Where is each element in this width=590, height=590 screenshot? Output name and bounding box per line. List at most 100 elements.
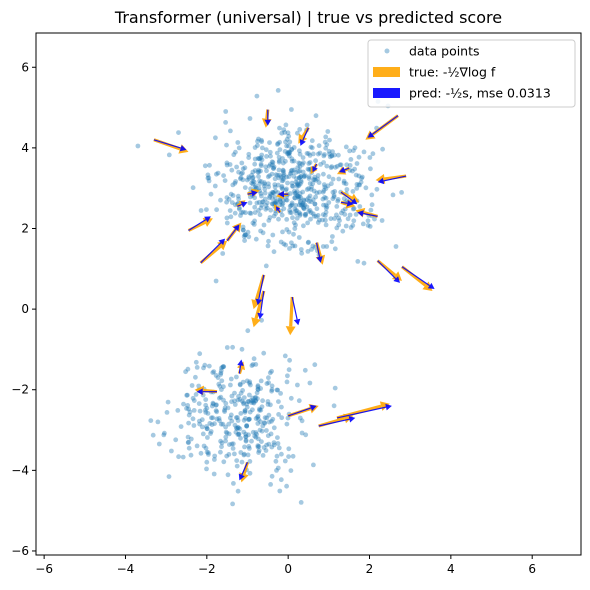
data-point <box>321 202 326 208</box>
true-score-arrow <box>251 290 266 328</box>
data-point <box>306 174 312 180</box>
data-point <box>214 402 219 408</box>
data-point <box>265 433 271 439</box>
data-point <box>232 210 238 216</box>
data-point <box>204 459 210 465</box>
data-point <box>216 381 222 387</box>
data-point <box>301 197 307 203</box>
data-point <box>221 364 227 370</box>
data-point <box>245 328 251 334</box>
data-point <box>284 186 289 192</box>
data-point <box>329 164 335 170</box>
data-point <box>305 240 311 246</box>
data-point <box>228 382 233 388</box>
data-point <box>235 140 241 145</box>
data-point <box>321 160 326 165</box>
data-point <box>253 362 259 367</box>
data-point <box>256 185 262 191</box>
data-point <box>282 353 288 359</box>
data-point <box>372 216 377 222</box>
data-point <box>352 145 358 151</box>
data-point <box>217 395 222 401</box>
data-point <box>252 195 257 201</box>
data-point <box>292 191 298 196</box>
data-point <box>272 184 278 190</box>
data-point <box>321 182 327 188</box>
data-point <box>236 196 242 202</box>
data-point <box>368 166 373 172</box>
data-point <box>268 191 273 197</box>
data-point <box>296 398 302 404</box>
data-point <box>235 418 241 423</box>
data-point <box>212 457 217 462</box>
data-point <box>297 164 303 170</box>
data-point <box>243 232 249 238</box>
data-point <box>228 128 233 134</box>
data-point <box>232 451 237 457</box>
data-point <box>309 247 314 252</box>
data-point <box>323 209 329 215</box>
data-point <box>206 175 212 181</box>
data-point <box>249 400 255 405</box>
data-point <box>232 398 237 404</box>
pred-score-arrow <box>237 201 248 208</box>
data-point <box>218 370 224 376</box>
data-point <box>307 153 313 158</box>
data-point <box>259 157 265 163</box>
data-point <box>252 433 258 439</box>
data-point <box>257 407 262 413</box>
data-point <box>313 214 319 219</box>
data-point <box>271 442 277 448</box>
data-point <box>241 234 247 239</box>
data-point <box>271 213 277 219</box>
data-point <box>227 162 233 167</box>
data-point <box>322 213 328 218</box>
data-point <box>247 416 252 422</box>
data-point <box>315 151 321 157</box>
data-point <box>241 417 247 423</box>
data-point <box>234 463 240 469</box>
data-point <box>306 195 311 201</box>
data-point <box>246 151 252 157</box>
data-point <box>300 202 306 208</box>
data-point <box>257 212 263 218</box>
x-tick-label: 0 <box>284 562 292 576</box>
chart-title: Transformer (universal) | true vs predic… <box>114 8 502 27</box>
data-point <box>253 416 259 421</box>
data-point <box>323 217 328 223</box>
data-point <box>218 368 224 373</box>
data-point <box>181 401 186 407</box>
data-point <box>273 188 278 194</box>
data-point <box>323 202 329 208</box>
data-point <box>255 413 261 419</box>
data-point <box>276 445 282 451</box>
data-point <box>336 152 341 158</box>
data-point <box>288 171 293 177</box>
data-point <box>344 187 350 192</box>
data-point <box>273 200 278 206</box>
data-point <box>262 180 267 186</box>
data-point <box>252 156 258 162</box>
data-point <box>164 410 170 415</box>
data-point <box>354 182 360 187</box>
data-point <box>290 453 296 459</box>
data-point <box>327 137 332 143</box>
data-point <box>209 403 215 409</box>
data-point <box>253 398 259 403</box>
data-point <box>245 229 251 235</box>
data-point <box>225 472 231 478</box>
data-point <box>258 191 264 196</box>
data-point <box>247 116 253 121</box>
data-point <box>288 203 294 209</box>
data-point <box>302 202 308 208</box>
data-point <box>298 174 304 180</box>
data-point <box>267 140 272 146</box>
y-tick-label: 6 <box>21 60 29 74</box>
data-point <box>291 231 296 237</box>
data-point <box>334 204 340 209</box>
data-point <box>323 145 329 151</box>
data-point <box>350 168 355 174</box>
data-point <box>300 201 306 207</box>
data-point <box>266 441 272 447</box>
data-point <box>252 168 258 173</box>
